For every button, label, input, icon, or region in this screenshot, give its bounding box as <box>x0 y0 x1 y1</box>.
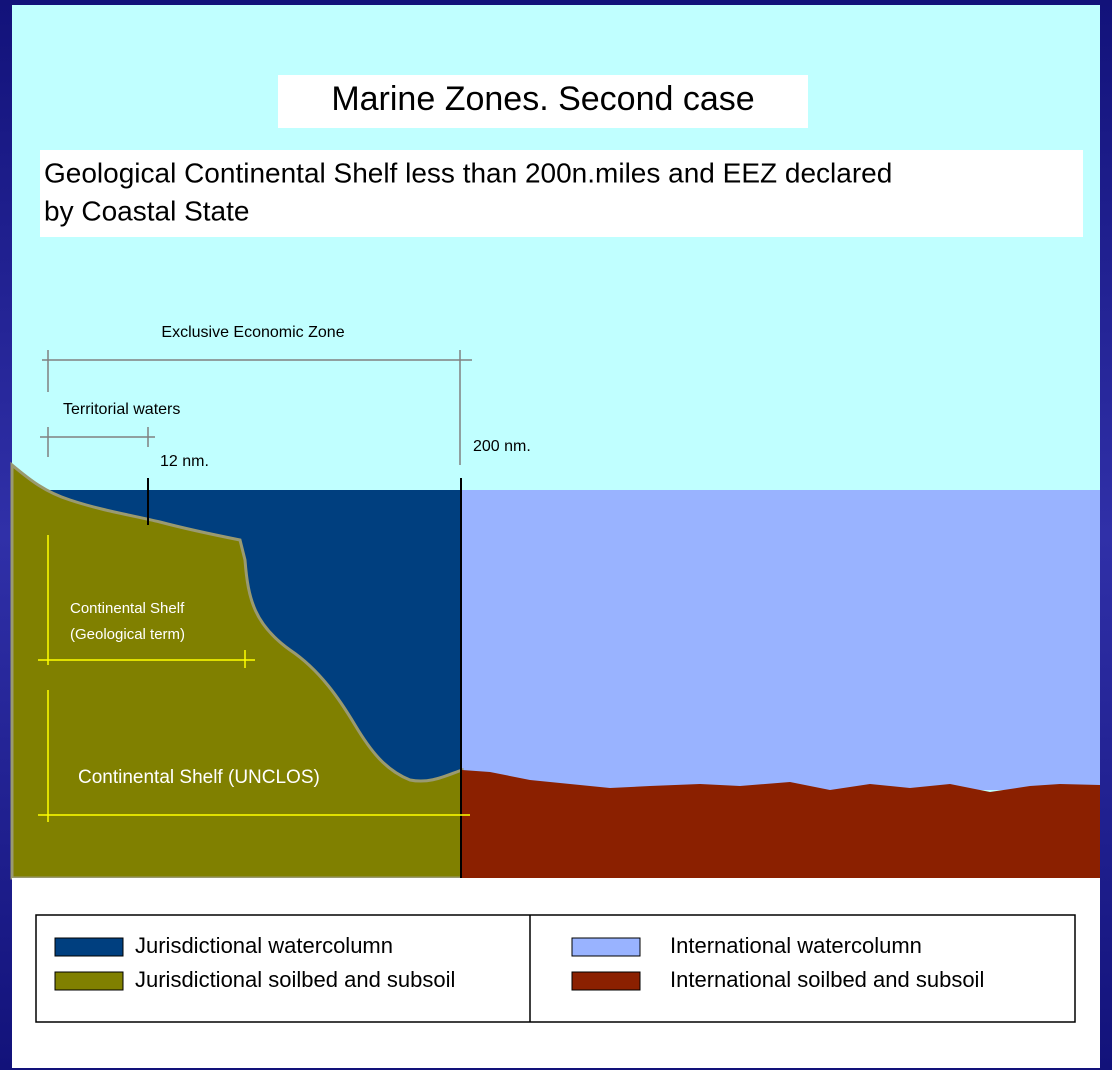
legend-label: Jurisdictional soilbed and subsoil <box>135 967 455 992</box>
annotation: (Geological term) <box>70 626 185 643</box>
annotation: Exclusive Economic Zone <box>161 324 344 341</box>
page: {"header": {"title": "Marine Zones. Seco… <box>0 0 1112 1070</box>
annotation: Continental Shelf <box>70 600 185 617</box>
legend-label: International soilbed and subsoil <box>670 967 984 992</box>
annotation: Territorial waters <box>63 401 180 418</box>
title: Marine Zones. Second case <box>331 80 754 118</box>
annotation: Continental Shelf (UNCLOS) <box>78 767 320 788</box>
subtitle: by Coastal State <box>44 195 249 226</box>
legend-swatch <box>55 938 123 956</box>
subtitle: Geological Continental Shelf less than 2… <box>44 157 892 188</box>
annotation: 12 nm. <box>160 453 209 470</box>
legend-swatch <box>55 972 123 990</box>
legend-swatch <box>572 938 640 956</box>
diagram: Marine Zones. Second case Geological Con… <box>0 0 1112 1070</box>
international-water <box>462 490 1100 790</box>
legend-swatch <box>572 972 640 990</box>
annotation: 200 nm. <box>473 438 531 455</box>
legend-label: International watercolumn <box>670 933 922 958</box>
legend-label: Jurisdictional watercolumn <box>135 933 393 958</box>
